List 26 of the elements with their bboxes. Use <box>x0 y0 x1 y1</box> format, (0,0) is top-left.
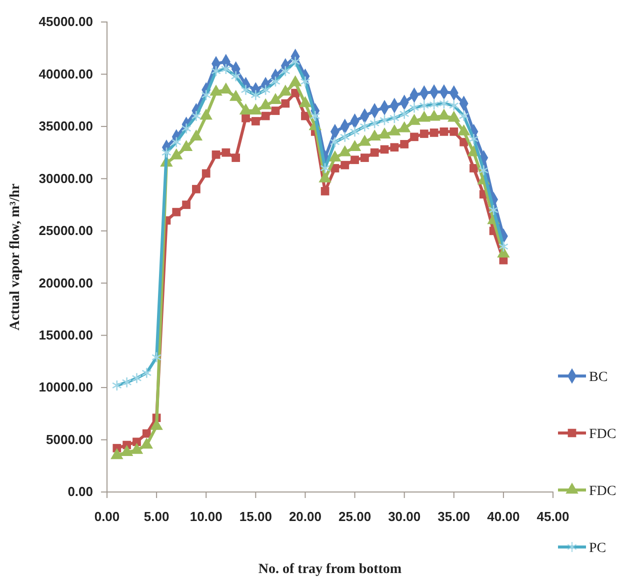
y-tick-label: 15000.00 <box>38 327 93 342</box>
x-tick-label: 40.00 <box>487 509 520 524</box>
y-tick-label: 30000.00 <box>38 170 93 186</box>
y-tick-label: 45000.00 <box>38 14 93 30</box>
legend-label: FDC <box>589 427 616 442</box>
x-tick-label: 10.00 <box>190 509 222 524</box>
y-axis-title: Actual vapor flow, m³/hr <box>8 183 23 331</box>
y-tick-label: 35000.00 <box>38 118 93 134</box>
x-tick-label: 20.00 <box>288 509 322 524</box>
y-tick-label: 10000.00 <box>38 380 93 395</box>
x-tick-label: 45.00 <box>536 509 570 524</box>
x-tick-label: 30.00 <box>388 509 421 524</box>
y-tick-label: 25000.00 <box>38 223 93 238</box>
x-tick-label: 5.00 <box>144 509 170 524</box>
x-tick-label: 25.00 <box>338 509 372 524</box>
y-tick-label: 40000.00 <box>38 66 93 82</box>
legend-label: BC <box>589 370 608 385</box>
x-tick-label: 15.00 <box>239 509 272 524</box>
x-axis-title: No. of tray from bottom <box>258 562 402 577</box>
x-tick-label: 35.00 <box>438 509 470 524</box>
y-tick-label: 5000.00 <box>46 432 93 447</box>
legend-label: FDC <box>589 484 616 499</box>
y-tick-label: 20000.00 <box>38 275 93 290</box>
x-tick-label: 0.00 <box>94 509 120 524</box>
legend-label: PC <box>589 541 606 556</box>
y-tick-label: 0.00 <box>68 484 93 500</box>
